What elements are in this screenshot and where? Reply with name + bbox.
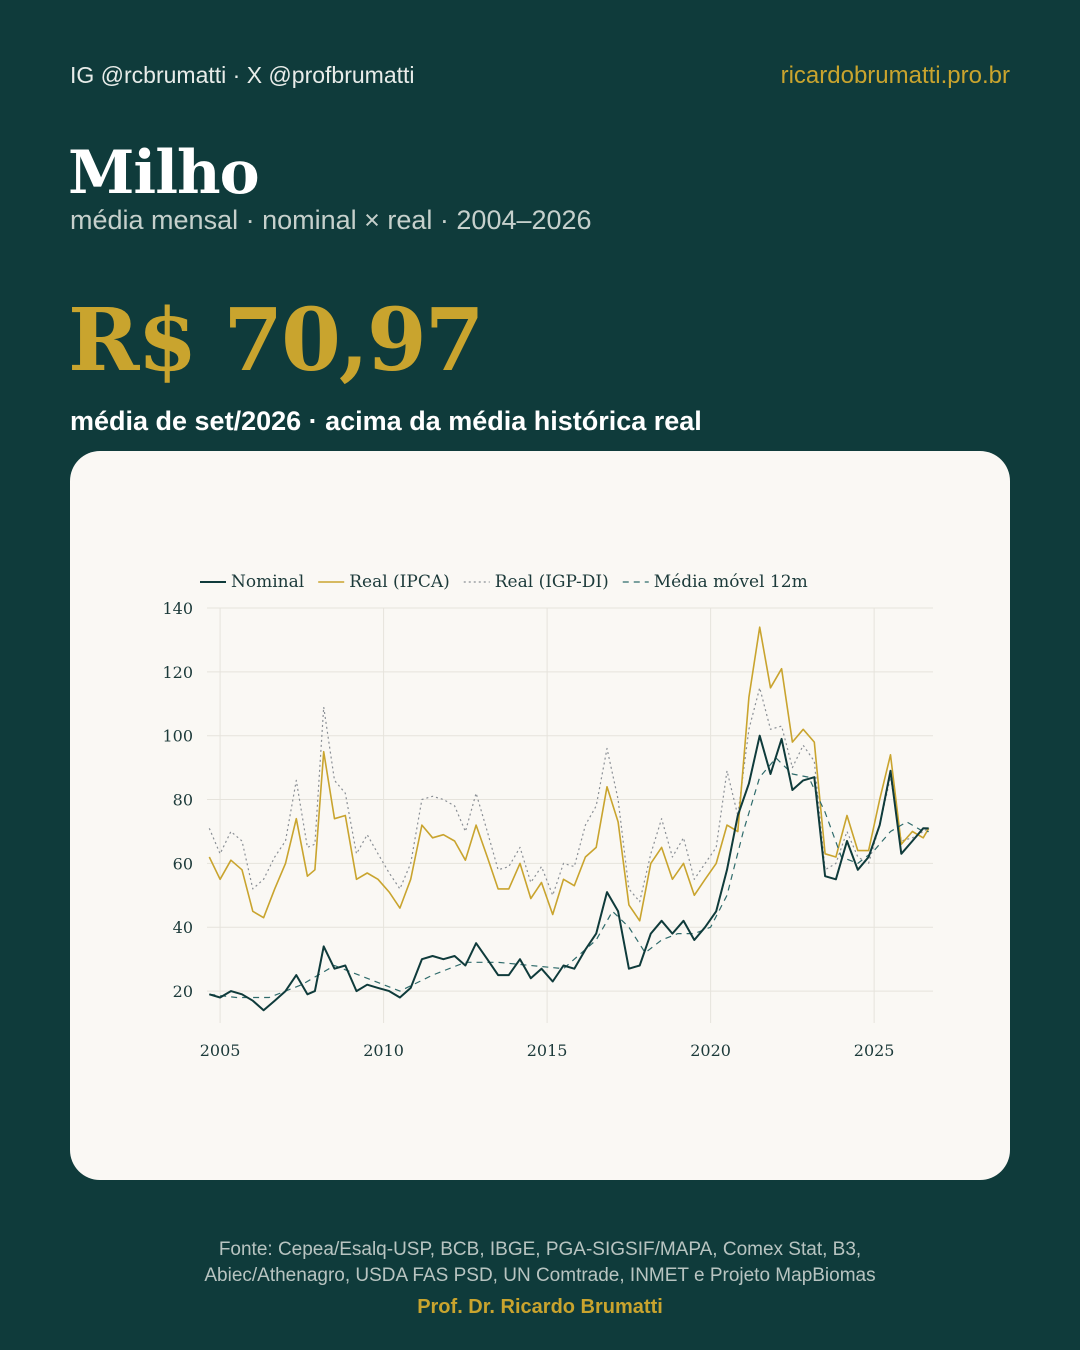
headline-caption: média de set/2026 · acima da média histó… xyxy=(70,406,702,436)
price-chart: 20 40 60 80 100 120 140 2005 2010 2015 2020 2025 No… xyxy=(162,572,933,1060)
series-line-nominal xyxy=(209,734,929,1012)
chart-grid xyxy=(207,607,933,1023)
legend-label-3: Média móvel 12m xyxy=(654,572,808,592)
website-link[interactable]: ricardobrumatti.pro.br xyxy=(780,62,1010,89)
chart-card: 20 40 60 80 100 120 140 2005 2010 2015 2020 2025 No… xyxy=(70,451,1010,1180)
page-subtitle: média mensal · nominal × real · 2004–202… xyxy=(70,205,592,235)
author-name: Prof. Dr. Ricardo Brumatti xyxy=(417,1296,663,1318)
legend-label-0: Nominal xyxy=(231,572,304,592)
y-tick-label-20: 20 xyxy=(173,982,193,1001)
x-tick-label-2010: 2010 xyxy=(363,1041,404,1060)
x-tick-label-2005: 2005 xyxy=(200,1041,241,1060)
x-tick-label-2025: 2025 xyxy=(854,1041,895,1060)
y-tick-label-80: 80 xyxy=(173,791,193,810)
chart-legend: Nominal Real (IPCA) Real (IGP-DI) Média móv… xyxy=(200,572,808,592)
y-tick-label-40: 40 xyxy=(173,918,193,937)
x-tick-label-2015: 2015 xyxy=(527,1041,568,1060)
legend-label-1: Real (IPCA) xyxy=(349,572,450,592)
chart-axes: 20 40 60 80 100 120 140 2005 2010 2015 2020 2025 xyxy=(162,599,894,1060)
y-tick-label-120: 120 xyxy=(162,663,193,682)
source-line-1: Fonte: Cepea/Esalq-USP, BCB, IBGE, PGA-S… xyxy=(218,1239,862,1260)
social-handles: IG @rcbrumatti · X @profbrumatti xyxy=(70,62,415,88)
y-tick-label-100: 100 xyxy=(162,727,193,746)
series-line-real-igp-di- xyxy=(208,687,930,903)
series-line-real-ipca- xyxy=(208,626,930,922)
y-tick-label-60: 60 xyxy=(173,854,193,873)
chart-series xyxy=(208,626,930,1012)
headline-value: R$ 70,97 xyxy=(68,290,485,391)
source-note: Fonte: Cepea/Esalq-USP, BCB, IBGE, PGA-S… xyxy=(0,1237,1080,1289)
x-tick-label-2020: 2020 xyxy=(690,1041,731,1060)
source-line-2: Abiec/Athenagro, USDA FAS PSD, UN Comtra… xyxy=(204,1265,876,1286)
series-line-m-dia-m-vel-12m xyxy=(209,757,929,999)
y-tick-label-140: 140 xyxy=(162,599,193,618)
legend-label-2: Real (IGP-DI) xyxy=(495,572,609,592)
page-title: Milho xyxy=(68,138,260,208)
